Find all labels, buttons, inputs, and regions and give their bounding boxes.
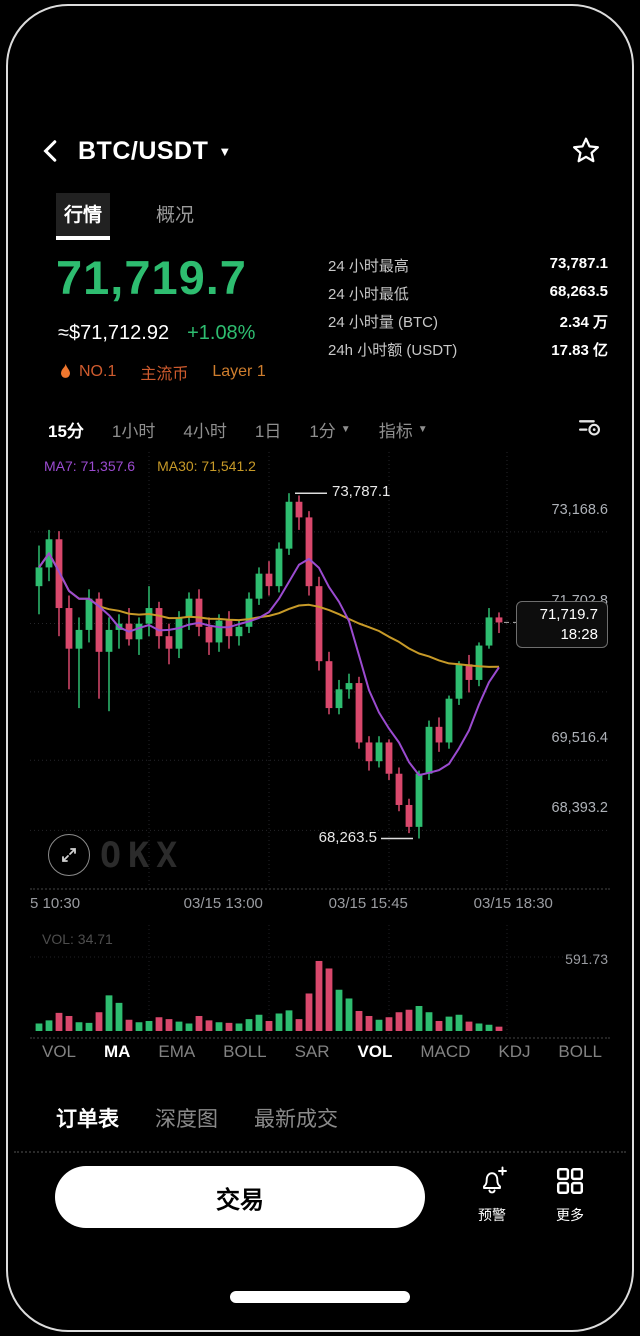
flame-icon xyxy=(61,363,70,378)
home-indicator[interactable] xyxy=(230,1291,410,1303)
tab-orderbook[interactable]: 订单表 xyxy=(56,1108,119,1131)
timeframe-row: 15分 1小时 4小时 1日 1分 ▼ 指标 ▼ xyxy=(48,412,602,446)
fullscreen-icon[interactable] xyxy=(48,834,90,876)
trade-button[interactable]: 交易 xyxy=(55,1166,425,1228)
ind-boll[interactable]: BOLL xyxy=(223,1042,267,1061)
volume-svg xyxy=(30,925,610,1037)
okx-watermark: OKX xyxy=(100,836,185,876)
x-axis-label: 5 10:30 xyxy=(30,895,81,912)
last-price-tag: 71,719.7 18:28 xyxy=(516,601,608,649)
x-axis-labels: 5 10:30 03/15 13:00 03/15 15:45 03/15 18:30 xyxy=(30,893,610,921)
caret-down-icon[interactable]: ▼ xyxy=(218,143,232,159)
high-annotation: 73,787.1 xyxy=(332,483,391,501)
x-axis-label: 03/15 13:00 xyxy=(183,895,263,912)
pair-title: BTC/USDT xyxy=(78,136,209,165)
y-axis-label: 68,393.2 xyxy=(551,800,608,817)
ind-ma[interactable]: MA xyxy=(103,1042,131,1061)
price-approx-row: ≈$71,712.92 +1.08% xyxy=(58,322,255,345)
market-tabs: 行情 概况 xyxy=(56,193,202,240)
candlestick-chart[interactable]: MA7: 71,357.6 MA30: 71,541.2 73,787.1 68… xyxy=(30,452,610,890)
low-annotation: 68,263.5 xyxy=(318,828,377,846)
caret-down-icon: ▼ xyxy=(340,423,351,435)
tf-1h[interactable]: 1小时 xyxy=(111,421,156,441)
caret-down-icon: ▼ xyxy=(417,423,428,435)
volume-pane[interactable]: VOL: 34.71 591.73 xyxy=(30,925,610,1039)
tag-layer1[interactable]: Layer 1 xyxy=(212,363,266,380)
divider xyxy=(14,1151,626,1153)
orderbook-tabs: 订单表 深度图 最新成交 xyxy=(56,1103,338,1133)
ind-boll2[interactable]: BOLL xyxy=(558,1042,602,1061)
tf-4h[interactable]: 4小时 xyxy=(183,421,227,441)
ma-legend: MA7: 71,357.6 MA30: 71,541.2 xyxy=(44,458,256,474)
volume-current-label: VOL: 34.71 xyxy=(42,931,113,947)
candlestick-svg xyxy=(30,452,610,888)
more-action[interactable]: 更多 xyxy=(538,1165,602,1225)
bell-plus-icon xyxy=(476,1165,508,1202)
ind-vol2[interactable]: VOL xyxy=(357,1042,393,1061)
ma30-legend: MA30: 71,541.2 xyxy=(157,458,256,474)
x-axis-label: 03/15 18:30 xyxy=(473,895,553,912)
tab-quotes[interactable]: 行情 xyxy=(56,193,111,240)
volume-max-label: 591.73 xyxy=(565,951,608,967)
tag-time: 18:28 xyxy=(560,625,598,643)
stat-row: 24 小时量 (BTC) 2.34 万 xyxy=(328,314,608,331)
ind-macd[interactable]: MACD xyxy=(420,1042,471,1061)
usd-approx: ≈$71,712.92 xyxy=(58,322,170,344)
alert-action[interactable]: 预警 xyxy=(460,1165,524,1225)
y-axis-label: 73,168.6 xyxy=(551,501,608,518)
tab-depth[interactable]: 深度图 xyxy=(155,1108,218,1131)
ind-kdj[interactable]: KDJ xyxy=(498,1042,531,1061)
tf-15m[interactable]: 15分 xyxy=(48,421,84,441)
ind-sar[interactable]: SAR xyxy=(294,1042,330,1061)
ind-vol[interactable]: VOL xyxy=(42,1042,77,1061)
chart-settings-icon[interactable] xyxy=(577,414,602,444)
favorite-star-icon[interactable] xyxy=(570,135,602,167)
alert-label: 预警 xyxy=(478,1207,506,1223)
back-chevron-icon[interactable] xyxy=(38,137,66,165)
header-bar: BTC/USDT ▼ xyxy=(38,130,602,172)
tag-mainstream[interactable]: 主流币 xyxy=(140,366,189,383)
stat-row: 24 小时最低 68,263.5 xyxy=(328,283,608,303)
last-price: 71,719.7 xyxy=(56,251,247,304)
indicator-dropdown[interactable]: 指标 ▼ xyxy=(378,421,428,441)
stat-row: 24 小时最高 73,787.1 xyxy=(328,255,608,275)
more-label: 更多 xyxy=(556,1207,584,1223)
tf-1d[interactable]: 1日 xyxy=(254,421,282,441)
stats-panel: 24 小时最高 73,787.1 24 小时最低 68,263.5 24 小时量 (… xyxy=(328,255,608,367)
tab-trades[interactable]: 最新成交 xyxy=(254,1108,338,1131)
tag-price: 71,719.7 xyxy=(539,606,598,624)
ind-ema[interactable]: EMA xyxy=(158,1042,196,1061)
change-percent: +1.08% xyxy=(187,322,256,344)
tf-1m-dropdown[interactable]: 1分 ▼ xyxy=(309,421,351,441)
rank-badge[interactable]: NO.1 xyxy=(58,363,116,381)
tab-overview[interactable]: 概况 xyxy=(156,205,195,226)
grid-icon xyxy=(555,1165,585,1202)
indicator-tabs: VOL MA EMA BOLL SAR VOL MACD KDJ BOLL xyxy=(42,1042,602,1062)
y-axis-label: 69,516.4 xyxy=(551,730,608,747)
stat-row: 24h 小时额 (USDT) 17.83 亿 xyxy=(328,342,608,359)
x-axis-label: 03/15 15:45 xyxy=(328,895,408,912)
badges-row: NO.1 主流币 Layer 1 xyxy=(58,360,266,384)
ma7-legend: MA7: 71,357.6 xyxy=(44,458,136,474)
